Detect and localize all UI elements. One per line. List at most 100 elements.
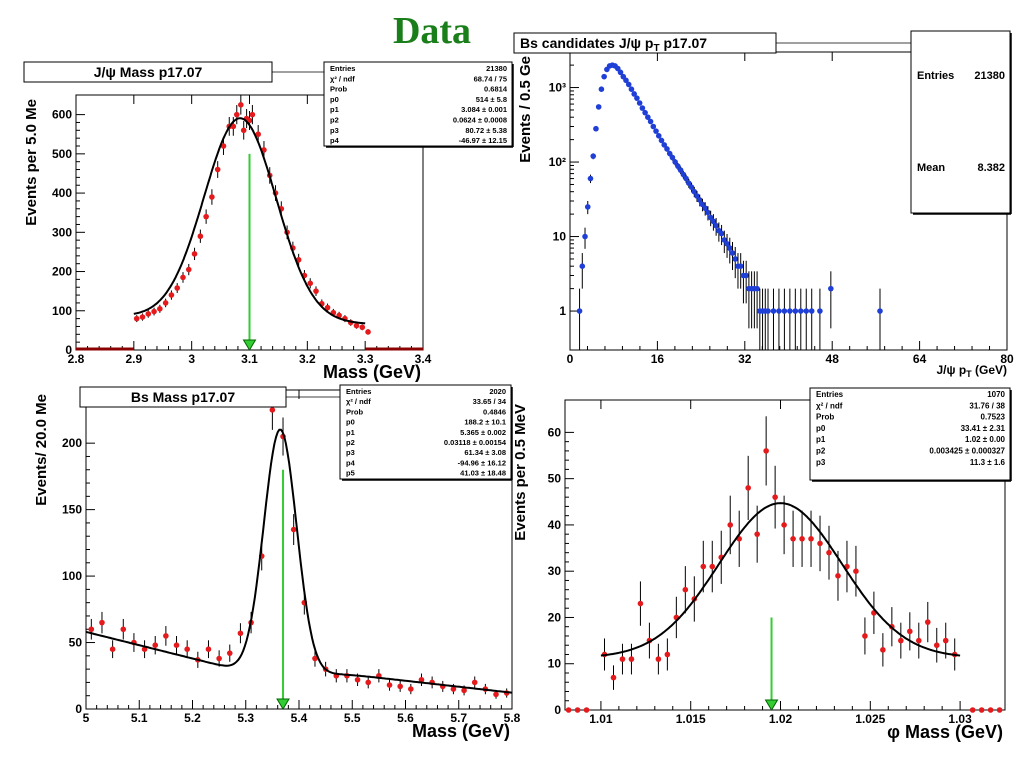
data-point [680,171,687,178]
chart-title-tail: p17.07 [660,35,708,51]
stats-key: p2 [330,116,339,125]
stats-key: χ² / ndf [330,74,355,83]
stats-value: 0.6814 [484,85,508,94]
data-point [729,250,736,256]
stats-value: 0.7523 [981,413,1006,422]
data-point [634,95,640,101]
data-point [233,111,240,118]
data-point [978,707,985,713]
data-point [647,118,654,125]
data-point [269,407,276,413]
data-point [880,647,886,653]
stats-key: p4 [330,136,340,145]
y-tick-label: 10 [548,657,562,671]
arrow-head [764,699,779,711]
x-axis-label: Mass (GeV) [412,721,510,741]
stats-value: 33.41 ± 2.31 [961,424,1006,433]
y-tick-label: 0 [554,703,561,717]
data-point [579,263,586,269]
x-axis-label: J/ψ pT (GeV) [936,363,1007,379]
data-point [397,683,403,690]
stats-key: Entries [346,387,371,396]
data-point [354,676,361,683]
data-point [418,676,425,683]
page-title: Data [393,10,471,52]
data-point [696,197,703,203]
stats-value: 61.34 ± 3.08 [464,448,506,457]
stats-key: Entries [330,64,355,73]
data-point [677,167,684,173]
x-axis-label-tail: (GeV) [972,363,1007,377]
stats-value: 2020 [489,387,506,396]
data-point [365,329,371,335]
y-tick-label: 60 [548,425,562,439]
data-point [493,691,499,698]
data-point [718,230,725,237]
stats-value: 0.03118 ± 0.00154 [444,438,507,447]
data-point [157,306,163,312]
data-point [582,233,588,240]
stats-key: p2 [346,438,355,447]
data-point [139,314,146,320]
x-tick-label: 5.8 [504,711,521,725]
data-point [705,209,711,216]
data-point [255,131,261,138]
data-point [168,292,175,298]
data-point [754,531,760,537]
data-point [450,686,457,692]
data-point [386,682,393,688]
data-point [324,304,331,311]
data-point [220,143,227,149]
data-point [828,285,834,292]
arrow-head [242,339,257,351]
data-point [226,650,233,656]
x-tick-label: 3.4 [415,352,432,366]
data-point [353,322,360,329]
y-tick-label: 400 [52,186,72,200]
data-point [817,308,823,314]
data-point [359,324,366,331]
data-point [576,308,583,314]
y-tick-label: 10² [549,155,566,169]
data-point [109,646,116,652]
y-axis-label: Events per 5.0 Me [23,99,40,226]
stats-value: 41.03 ± 18.48 [460,469,506,478]
x-tick-label: 2.9 [125,352,142,366]
data-point [732,256,739,262]
data-point [709,563,716,570]
data-point [593,125,599,132]
data-point [781,522,787,528]
x-tick-label: 5.1 [131,711,148,725]
data-point [625,81,632,88]
data-point [655,656,662,662]
data-point [238,102,244,108]
data-point [595,104,602,110]
stats-key: Mean [917,162,945,174]
data-point [799,536,805,542]
stats-box [339,384,512,480]
data-point [653,128,659,134]
y-tick-label: 1 [559,304,566,318]
stats-key: p0 [346,418,355,427]
data-point [996,707,1003,713]
data-point [724,240,730,247]
data-point [628,86,635,93]
data-point [987,707,994,713]
data-point [763,448,769,454]
data-point [636,100,643,106]
stats-key: p4 [346,458,356,467]
x-tick-label: 2.8 [68,352,85,366]
y-tick-label: 500 [52,147,72,161]
data-point [185,266,192,273]
y-tick-label: 100 [62,569,82,583]
data-point [587,175,594,182]
data-point [209,194,215,200]
data-point [898,637,904,644]
data-point [313,288,319,294]
data-point [655,133,662,139]
data-point [942,637,949,644]
data-point [197,233,204,240]
x-tick-label: 1.02 [769,712,793,726]
